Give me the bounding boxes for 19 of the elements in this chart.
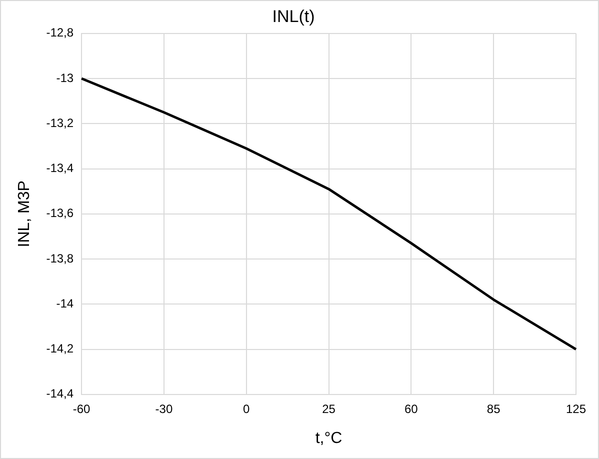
chart-title: INL(t) <box>272 6 315 26</box>
x-tick-label: -60 <box>72 402 91 416</box>
y-axis-title: INL, M3P <box>16 180 34 248</box>
y-tick-label: -12,8 <box>46 26 74 40</box>
y-tick-label: -13,6 <box>46 206 74 220</box>
y-tick-label: -13 <box>56 70 74 85</box>
y-tick-label: -14 <box>56 296 74 310</box>
x-axis-title: t,°C <box>315 430 342 447</box>
x-tick-label: 85 <box>486 402 501 416</box>
y-tick-label: -13,4 <box>46 161 74 176</box>
x-tick-label: 25 <box>322 402 336 416</box>
x-tick-label: -30 <box>155 402 173 416</box>
y-tick-label: -14,2 <box>46 342 74 356</box>
y-tick-label: -14,4 <box>46 386 74 401</box>
y-tick-label: -13,8 <box>46 251 74 266</box>
x-tick-label: 0 <box>243 402 250 416</box>
y-tick-label: -13,2 <box>46 116 74 130</box>
x-tick-label: 60 <box>404 402 418 416</box>
x-tick-label: 125 <box>566 402 586 416</box>
